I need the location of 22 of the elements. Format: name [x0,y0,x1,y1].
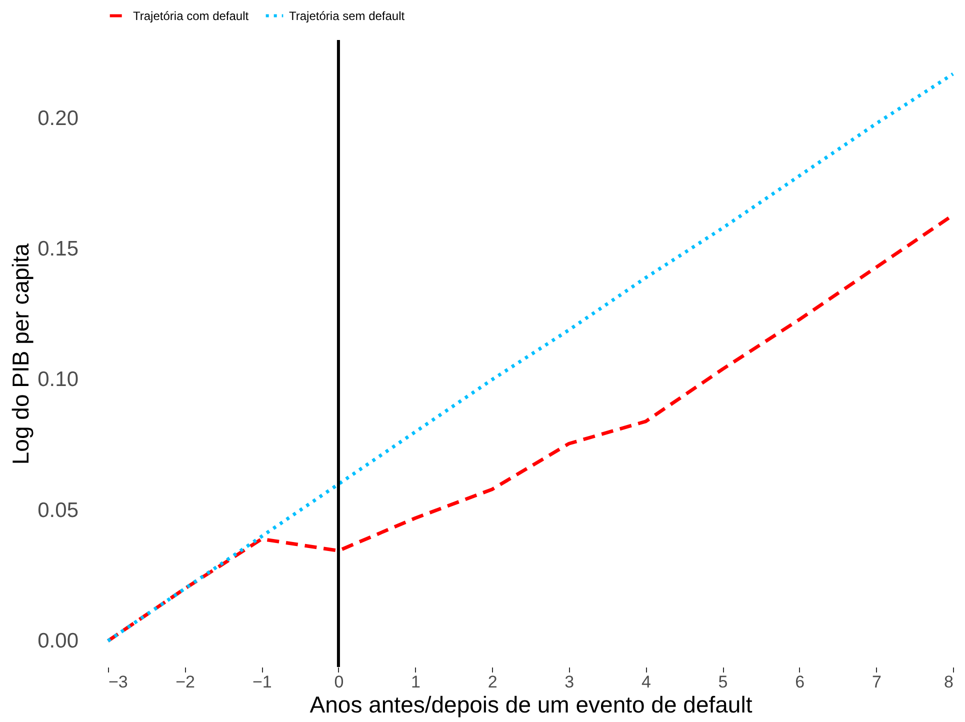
y-tick-label: 0.05 [38,498,78,522]
x-tick-label: −3 [108,672,128,692]
y-tick-label: 0.20 [38,106,78,130]
legend-label: Trajetória sem default [289,8,406,23]
x-tick-label: 1 [411,672,421,692]
line-series [106,72,955,643]
x-tick-label: 7 [872,672,882,692]
x-tick-label: −2 [176,672,196,692]
x-tick-label: 6 [795,672,805,692]
y-axis-title: Log do PIB per capita [8,243,34,465]
x-tick-label: 5 [718,672,728,692]
x-tick-label: −1 [252,672,272,692]
x-tick-label: 4 [641,672,651,692]
y-tick-label: 0.15 [38,238,78,260]
y-tick-label: 0.00 [38,629,78,652]
x-tick-label: 2 [488,672,498,692]
legend-label: Trajetória com default [133,8,250,23]
x-tick-label: 8 [944,672,954,692]
x-tick-label: 0 [334,672,344,692]
x-axis-title: Anos antes/depois de um evento de default [310,692,753,718]
y-tick-label: 0.10 [38,368,78,392]
x-tick-label: 3 [564,672,574,692]
